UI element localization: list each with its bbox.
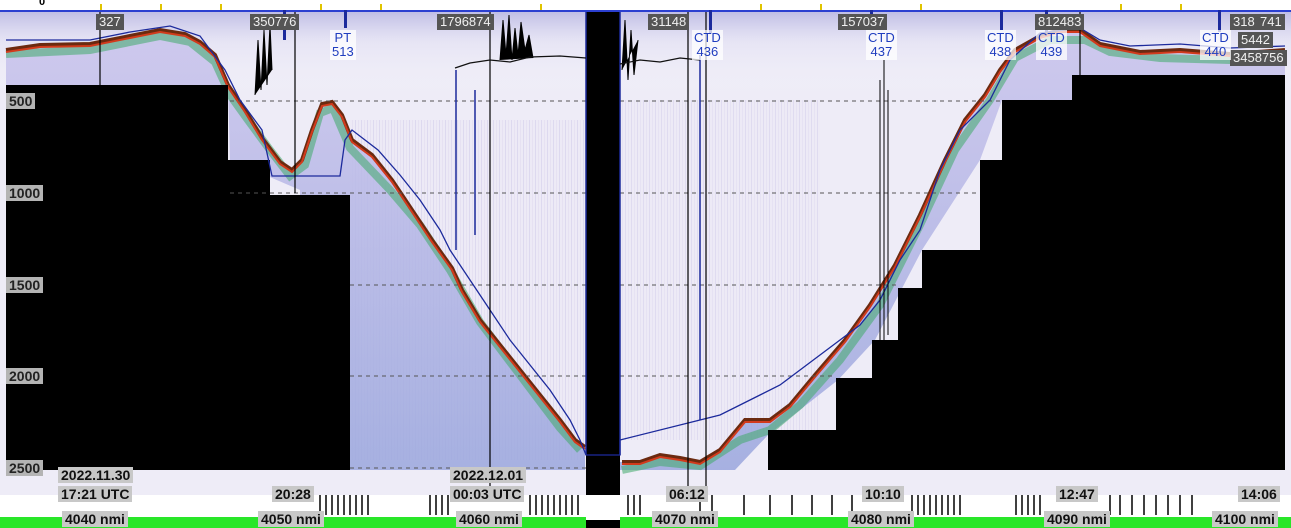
- distance-label: 4040 nmi: [62, 511, 128, 527]
- ping-id: 1796874: [437, 14, 494, 30]
- ping-id: 812483: [1035, 14, 1085, 30]
- ping-id: 5442: [1238, 32, 1273, 48]
- distance-label: 4070 nmi: [652, 511, 718, 527]
- bottom-line-left-red: [5, 30, 586, 450]
- time-label: 12:47: [1056, 486, 1098, 502]
- deep-water-streaks-right: [620, 100, 820, 440]
- distance-label: 4080 nmi: [848, 511, 914, 527]
- ping-id: 318: [1230, 14, 1258, 30]
- noise-spikes: [254, 14, 889, 340]
- ping-id: 3458756: [1230, 50, 1287, 66]
- top-ruler-zero: 0: [39, 0, 46, 8]
- station-number: 440: [1204, 44, 1227, 59]
- noise-horizontal-right: [619, 57, 701, 65]
- depth-label-1500: 1500: [6, 277, 44, 293]
- blue-marker-lines: [455, 12, 701, 455]
- bottom-line-left: [5, 27, 587, 449]
- time-label: 14:06: [1238, 486, 1280, 502]
- bottom-green-halo-right: [621, 36, 1286, 474]
- station-label-ctd-440[interactable]: CTD 440: [1200, 30, 1231, 60]
- depth-label-500: 500: [6, 93, 36, 109]
- seabed-mask-right[interactable]: [768, 75, 1285, 470]
- time-label: 00:03 UTC: [450, 486, 525, 502]
- date-label: 2022.11.30: [58, 467, 134, 483]
- station-type: CTD: [1202, 30, 1229, 45]
- ping-id: 31148: [648, 14, 690, 30]
- station-label-pt-513[interactable]: PT 513: [330, 30, 356, 60]
- subbottom-echo-right: [620, 30, 1285, 470]
- depth-label-2000: 2000: [6, 368, 44, 384]
- station-number: 513: [332, 44, 354, 59]
- depth-grid: [230, 100, 1002, 469]
- time-label: 17:21 UTC: [58, 486, 133, 502]
- ping-id: 327: [96, 14, 124, 30]
- station-type: PT: [334, 30, 352, 45]
- station-label-ctd-437[interactable]: CTD 437: [866, 30, 897, 60]
- depth-label-1000: 1000: [6, 185, 44, 201]
- seabed-mask-left[interactable]: [6, 85, 350, 470]
- station-type: CTD: [987, 30, 1014, 45]
- noise-horizontal: [454, 55, 587, 69]
- timeline-ticks: [319, 495, 1193, 515]
- station-number: 439: [1040, 44, 1063, 59]
- distance-label: 4060 nmi: [456, 511, 522, 527]
- distance-label: 4100 nmi: [1212, 511, 1278, 527]
- station-type: CTD: [1038, 30, 1065, 45]
- ping-id: 350776: [250, 14, 300, 30]
- bottom-line-right-red: [622, 31, 1286, 466]
- distance-label: 4090 nmi: [1044, 511, 1110, 527]
- data-gap-black: [586, 10, 620, 528]
- top-ruler-ticks: [100, 4, 1182, 10]
- track-bar-right: [620, 517, 1291, 528]
- station-type: CTD: [694, 30, 721, 45]
- ping-id: 157037: [838, 14, 888, 30]
- station-label-ctd-438[interactable]: CTD 438: [985, 30, 1016, 60]
- top-ruler: [0, 0, 1291, 12]
- distance-label: 4050 nmi: [258, 511, 324, 527]
- station-label-ctd-436[interactable]: CTD 436: [692, 30, 723, 60]
- time-label: 20:28: [272, 486, 314, 502]
- station-number: 436: [696, 44, 719, 59]
- bathymetry-line: [6, 25, 1286, 456]
- depth-label-2500: 2500: [6, 460, 44, 476]
- station-type: CTD: [868, 30, 895, 45]
- time-label: 06:12: [666, 486, 708, 502]
- ping-id: 741: [1257, 14, 1285, 30]
- date-label: 2022.12.01: [450, 467, 527, 483]
- time-label: 10:10: [862, 486, 904, 502]
- station-number: 438: [989, 44, 1012, 59]
- station-label-ctd-439[interactable]: CTD 439: [1036, 30, 1067, 60]
- station-number: 437: [870, 44, 893, 59]
- subbottom-echo: [6, 30, 585, 470]
